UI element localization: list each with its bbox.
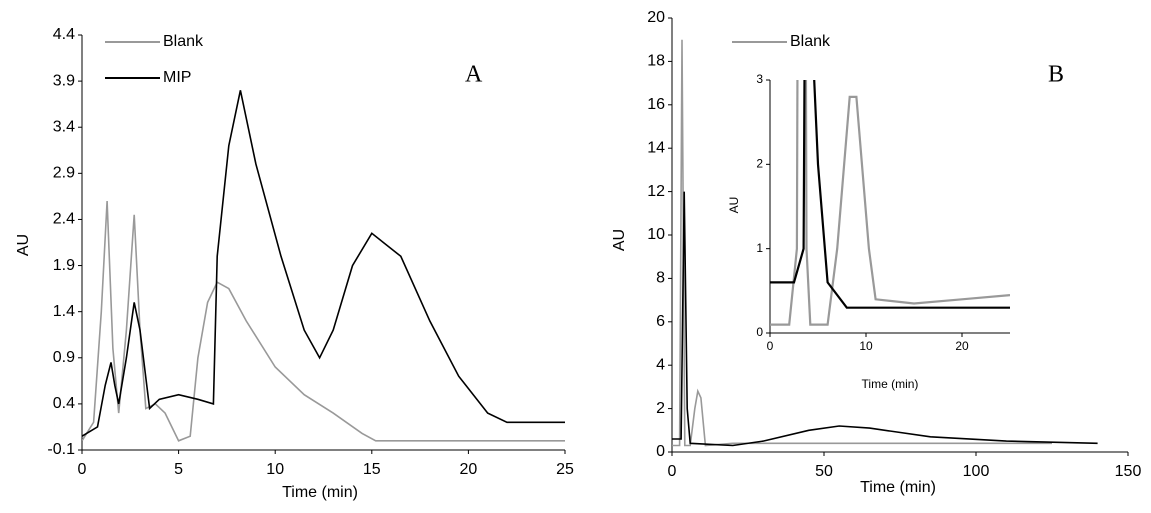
y-tick-label: 14 <box>647 139 665 156</box>
y-axis-label: AU <box>611 229 628 251</box>
y-tick-label: 1.4 <box>53 303 75 320</box>
legend-label: Blank <box>790 33 831 50</box>
y-tick-label: 0 <box>656 443 665 460</box>
x-tick-label: 50 <box>815 463 833 480</box>
y-tick-label: 6 <box>656 313 665 330</box>
y-tick-label: 3.9 <box>53 72 75 89</box>
y-tick-label: 8 <box>656 270 665 287</box>
x-tick-label: 5 <box>174 461 183 478</box>
y-tick-label: 20 <box>647 9 665 26</box>
chart-panel: 0 1 2 3 0 10 20 AU Time (min) <box>725 70 1040 398</box>
panel-label: A <box>465 62 483 88</box>
y-tick-label: 1 <box>756 241 763 255</box>
data-line <box>770 80 1010 309</box>
y-tick-label: 10 <box>647 226 665 243</box>
x-tick-label: 10 <box>266 461 284 478</box>
x-axis-label: Time (min) <box>860 479 936 496</box>
data-line <box>672 191 1098 447</box>
y-tick-label: 18 <box>647 53 665 70</box>
inset-background <box>725 70 1040 398</box>
y-tick-label: 3 <box>756 72 763 86</box>
x-tick-label: 25 <box>556 461 574 478</box>
x-tick-label: 0 <box>668 463 677 480</box>
y-tick-label: 12 <box>647 183 665 200</box>
x-tick-label: 10 <box>859 339 873 353</box>
panel-label: B <box>1048 62 1064 88</box>
data-line <box>770 80 1010 326</box>
x-tick-label: 20 <box>955 339 969 353</box>
x-tick-label: 0 <box>78 461 87 478</box>
x-tick-label: 150 <box>1115 463 1142 480</box>
y-tick-label: 1.9 <box>53 257 75 274</box>
y-tick-label: 4 <box>656 356 665 373</box>
y-tick-label: 0.9 <box>53 349 75 366</box>
y-tick-label: 2.4 <box>53 211 75 228</box>
y-tick-label: 4.4 <box>53 26 75 43</box>
y-axis-label: AU <box>15 234 32 256</box>
y-axis-label: AU <box>727 197 741 214</box>
x-axis-label: Time (min) <box>282 484 358 501</box>
y-tick-label: 2.9 <box>53 165 75 182</box>
data-line <box>82 200 565 442</box>
y-tick-label: 2 <box>756 157 763 171</box>
x-tick-label: 15 <box>363 461 381 478</box>
x-tick-label: 20 <box>460 461 478 478</box>
x-tick-label: 0 <box>767 339 774 353</box>
y-tick-label: 0 <box>756 325 763 339</box>
legend-label: MIP <box>163 69 191 86</box>
y-tick-label: 16 <box>647 96 665 113</box>
x-tick-label: 100 <box>963 463 990 480</box>
y-tick-label: 3.4 <box>53 118 75 135</box>
legend-label: Blank <box>163 33 204 50</box>
x-axis-label: Time (min) <box>862 377 919 391</box>
chart-panel: -0.1 0.4 0.9 1.4 1.9 2.4 2.9 3.4 3.9 4.4 0 5 10 15 20 2… <box>15 26 574 501</box>
data-line <box>82 90 565 437</box>
y-tick-label: 0.4 <box>53 395 75 412</box>
y-tick-label: 2 <box>656 400 665 417</box>
y-tick-label: -0.1 <box>47 441 75 458</box>
